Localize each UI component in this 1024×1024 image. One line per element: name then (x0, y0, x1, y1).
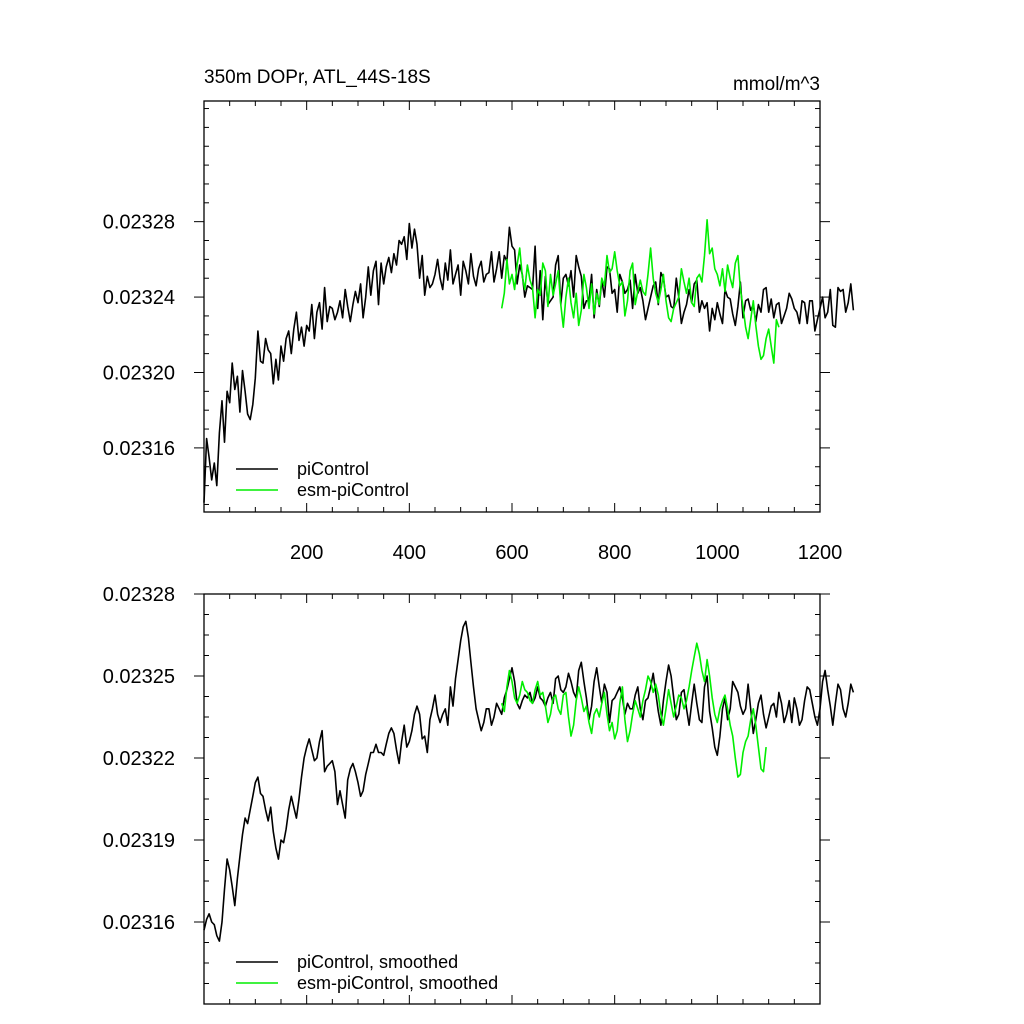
y-tick-label: 0.02325 (103, 666, 175, 688)
series-line-picontrol (203, 222, 855, 503)
y-tick-label: 0.02328 (103, 212, 175, 234)
y-tick-label: 0.02322 (103, 748, 175, 770)
y-tick-label: 0.02316 (103, 438, 175, 460)
y-tick-label: 0.02319 (103, 830, 175, 852)
units-label: mmol/m^3 (733, 74, 820, 95)
x-tick-label: 1000 (695, 542, 740, 564)
x-tick-label: 600 (495, 542, 528, 564)
legend-label: esm-piControl (297, 480, 409, 500)
panel-raw: 0.02316 0.02320 0.02324 0.02328 200 400 600 800… (103, 100, 855, 564)
plot-frame (203, 100, 821, 513)
legend-label: piControl, smoothed (297, 952, 458, 972)
y-tick-label: 0.02320 (103, 362, 175, 384)
y-tick-label: 0.02316 (103, 912, 175, 934)
x-tick-label: 400 (393, 542, 426, 564)
legend-label: piControl (297, 459, 369, 479)
legend-label: esm-piControl, smoothed (297, 973, 498, 993)
series-line-esm-picontrol (500, 219, 780, 364)
plot-frame (203, 593, 821, 1005)
x-tick-label: 1200 (798, 542, 843, 564)
y-tick-label: 0.02324 (103, 287, 175, 309)
panel-smoothed: 0.02316 0.02319 0.02322 0.02325 0.02328 piCo… (103, 584, 855, 1005)
series-line-esm-picontrol-smoothed (500, 642, 767, 778)
y-tick-label: 0.02328 (103, 584, 175, 606)
x-tick-label: 800 (598, 542, 631, 564)
x-tick-label: 200 (290, 542, 323, 564)
series-line-picontrol-smoothed (203, 620, 855, 942)
chart-title: 350m DOPr, ATL_44S-18S (204, 67, 431, 88)
